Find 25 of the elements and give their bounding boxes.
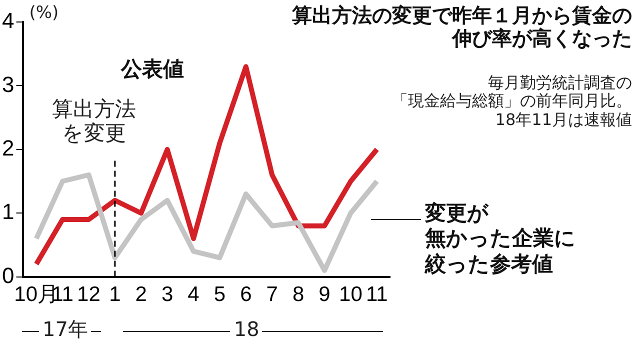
x-tick-label: 8	[292, 283, 304, 306]
text: 毎月勤労統計調査の「現金給与総額」の前年同月比。18年11月は速報値	[392, 73, 632, 129]
y-tick-label: 2	[2, 135, 14, 160]
y-tick-label: 3	[2, 72, 14, 97]
x-tick-label: 9	[318, 283, 330, 306]
x-tick-label: 4	[188, 283, 200, 306]
y-tick-label: 4	[2, 8, 14, 34]
x-tick-label: 2	[135, 283, 147, 306]
y-tick-label: 0	[2, 262, 14, 288]
text: 17年	[42, 317, 88, 341]
y-tick-label: 1	[2, 199, 14, 224]
text: 算出方法の変更で昨年１月から賃金の伸び率が高くなった	[290, 3, 632, 50]
x-tick-label: 10	[339, 283, 362, 306]
y-axis-title: (%)	[29, 3, 59, 24]
x-tick-label: 6	[240, 283, 252, 306]
x-tick-label: 3	[161, 283, 174, 306]
ref-line-label: 算出方法を変更	[50, 97, 137, 146]
text: 公表値	[120, 56, 184, 81]
text: 18	[234, 317, 260, 341]
x-tick-label: 1	[109, 283, 121, 306]
x-tick-label: 11	[366, 283, 388, 306]
x-tick-label: 5	[214, 283, 226, 306]
text: 変更が無かった企業に絞った参考値	[424, 201, 576, 276]
x-tick-label: 7	[266, 283, 278, 306]
x-tick-label: 12	[77, 283, 100, 306]
